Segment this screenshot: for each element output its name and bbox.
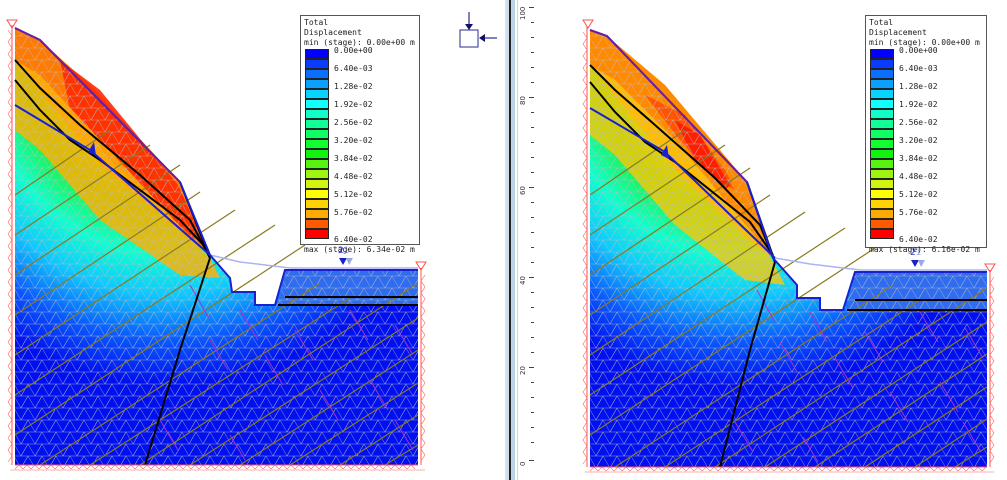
water-table-marker-icon — [339, 258, 347, 265]
left-model-contour-plot — [6, 19, 427, 471]
water-table-label: 21 — [910, 248, 922, 258]
legend-title-2: Displacement — [869, 28, 927, 37]
ruler-scale: 100 80 60 40 20 0 — [517, 0, 536, 480]
left-legend: Total Displacement min (stage): 0.00e+00… — [300, 15, 420, 254]
left-model-view[interactable]: 21 Total Displacement min (stage): 0.00e… — [0, 0, 440, 480]
right-model-contour-plot — [582, 19, 996, 473]
legend-max: max (stage): 6.16e-02 m — [869, 245, 980, 254]
right-legend: Total Displacement min (stage): 0.00e+00… — [865, 15, 987, 254]
legend-title: Total — [304, 18, 329, 27]
water-table-marker-icon — [911, 260, 919, 267]
legend-min: min (stage): 0.00e+00 m — [869, 38, 980, 47]
axis-load-icon[interactable] — [455, 10, 500, 50]
legend-max: max (stage): 6.34e-02 m — [304, 245, 415, 254]
legend-min: min (stage): 0.00e+00 m — [304, 38, 415, 47]
legend-title-2: Displacement — [304, 28, 362, 37]
right-model-view[interactable]: 21 Total Displacement min (stage): 0.00e… — [575, 0, 1007, 480]
vertical-ruler[interactable]: 100 80 60 40 20 0 — [505, 0, 536, 480]
legend-title: Total — [869, 18, 894, 27]
legend-color-scale: 0.00e+00 6.40e-03 1.28e-02 1.92e-02 2.56… — [304, 46, 416, 244]
legend-color-scale: 0.00e+00 6.40e-03 1.28e-02 1.92e-02 2.56… — [869, 46, 983, 244]
water-table-label: 21 — [338, 246, 350, 256]
